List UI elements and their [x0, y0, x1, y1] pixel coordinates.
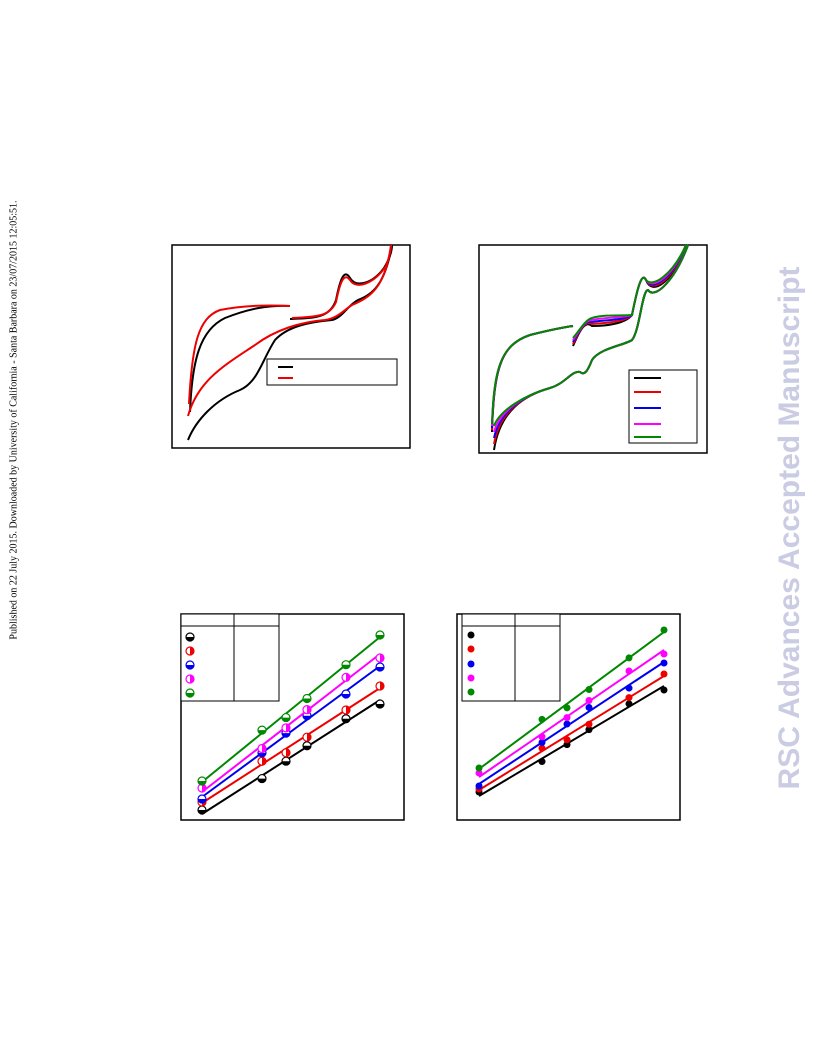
marker: [475, 769, 483, 777]
marker: [585, 726, 593, 734]
fit-line: [201, 699, 381, 815]
marker: [186, 637, 194, 641]
curve: [572, 244, 687, 345]
marker: [563, 720, 571, 728]
curve: [188, 304, 291, 405]
marker: [538, 758, 546, 766]
marker: [625, 654, 633, 662]
marker: [198, 810, 206, 814]
marker: [342, 718, 350, 723]
legend: [180, 613, 280, 702]
fit-line: [478, 661, 665, 785]
marker: [282, 761, 290, 766]
marker: [467, 674, 475, 682]
marker: [563, 704, 571, 712]
fit-line: [201, 665, 381, 798]
marker: [475, 764, 483, 772]
marker: [286, 748, 290, 757]
curve: [187, 244, 393, 441]
marker: [282, 733, 290, 738]
marker: [660, 670, 668, 678]
marker: [625, 667, 633, 675]
marker: [286, 723, 290, 732]
marker: [585, 703, 593, 711]
marker: [467, 631, 475, 639]
marker: [538, 733, 546, 741]
panel-frame: [456, 613, 681, 821]
marker: [625, 684, 633, 692]
legend: [266, 358, 398, 386]
marker: [660, 686, 668, 694]
watermark: RSC Advances Accepted Manuscript: [773, 266, 806, 790]
marker: [198, 799, 206, 803]
curve: [572, 244, 687, 343]
legend: [628, 369, 698, 444]
curve: [187, 244, 392, 417]
marker: [307, 705, 311, 714]
marker: [380, 682, 384, 690]
marker: [186, 665, 194, 669]
marker: [342, 694, 350, 699]
panel-frame: [180, 613, 405, 821]
marker: [262, 757, 266, 766]
marker: [660, 626, 668, 634]
curve: [493, 244, 689, 427]
marker: [563, 736, 571, 744]
marker: [563, 714, 571, 722]
panel-frame: [171, 244, 411, 449]
marker: [585, 686, 593, 694]
fit-line: [201, 687, 381, 804]
marker: [660, 650, 668, 658]
curve: [491, 325, 574, 425]
legend: [461, 613, 561, 702]
marker: [303, 715, 311, 720]
marker: [376, 704, 384, 708]
marker: [258, 730, 266, 735]
marker: [190, 647, 194, 655]
marker: [282, 717, 290, 722]
marker: [585, 720, 593, 728]
publication-note: Published on 22 July 2015. Downloaded by…: [8, 200, 20, 640]
marker: [202, 784, 206, 792]
marker: [346, 673, 350, 682]
marker: [258, 778, 266, 783]
marker: [538, 738, 546, 746]
marker: [475, 782, 483, 790]
fit-line: [201, 636, 381, 783]
curve: [572, 244, 687, 347]
marker: [262, 744, 266, 753]
marker: [376, 635, 384, 639]
marker: [538, 715, 546, 723]
marker: [346, 705, 350, 714]
marker: [258, 752, 266, 757]
marker: [563, 741, 571, 749]
fit-line: [478, 675, 665, 791]
marker: [467, 645, 475, 653]
marker: [380, 654, 384, 662]
marker: [303, 698, 311, 703]
marker: [467, 688, 475, 696]
marker: [660, 659, 668, 667]
curve: [572, 244, 687, 339]
fit-line: [478, 649, 665, 778]
marker: [538, 744, 546, 752]
marker: [190, 675, 194, 683]
marker: [342, 664, 350, 669]
marker: [303, 745, 311, 750]
marker: [198, 781, 206, 785]
marker: [376, 667, 384, 671]
fit-line: [478, 631, 665, 770]
marker: [625, 700, 633, 708]
panel-frame: [478, 244, 708, 454]
marker: [625, 694, 633, 702]
curve: [291, 244, 392, 319]
marker: [186, 693, 194, 697]
fit-line: [478, 685, 665, 797]
marker: [467, 660, 475, 668]
marker: [585, 696, 593, 704]
marker: [307, 733, 311, 742]
